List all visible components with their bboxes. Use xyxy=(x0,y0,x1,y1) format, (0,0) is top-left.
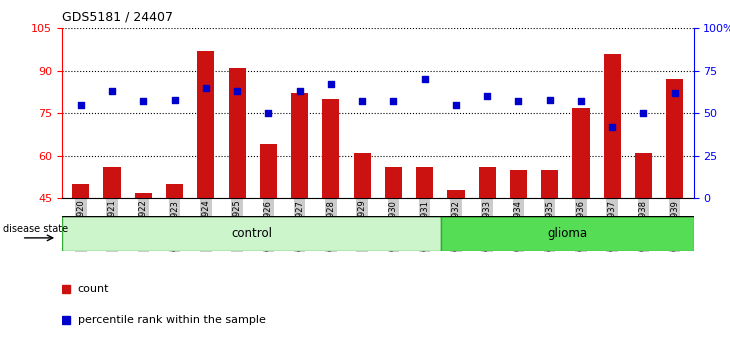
Bar xyxy=(635,153,652,198)
Point xyxy=(293,88,305,94)
Point xyxy=(263,110,274,116)
Text: GDS5181 / 24407: GDS5181 / 24407 xyxy=(62,11,173,24)
Point xyxy=(669,90,680,96)
Bar xyxy=(197,51,215,198)
Point xyxy=(419,76,431,82)
Point xyxy=(231,88,243,94)
Bar xyxy=(666,79,683,198)
Bar xyxy=(385,167,402,198)
Bar xyxy=(447,190,464,198)
Point xyxy=(607,124,618,130)
Point xyxy=(75,102,87,108)
Point xyxy=(450,102,462,108)
Bar xyxy=(291,93,308,198)
Point xyxy=(200,85,212,91)
Point xyxy=(575,98,587,104)
Text: count: count xyxy=(77,284,110,294)
Point xyxy=(637,110,649,116)
Bar xyxy=(441,216,694,251)
Bar xyxy=(541,170,558,198)
Point xyxy=(481,93,493,99)
Bar xyxy=(479,167,496,198)
Bar xyxy=(416,167,434,198)
Point xyxy=(137,98,149,104)
Bar xyxy=(322,99,339,198)
Bar xyxy=(62,216,441,251)
Bar xyxy=(353,153,371,198)
Point xyxy=(107,88,118,94)
Text: control: control xyxy=(231,227,272,240)
Bar xyxy=(135,193,152,198)
Bar xyxy=(72,184,89,198)
Point xyxy=(388,98,399,104)
Bar xyxy=(572,108,590,198)
Text: disease state: disease state xyxy=(3,224,68,234)
Bar xyxy=(166,184,183,198)
Point xyxy=(169,97,180,103)
Point xyxy=(356,98,368,104)
Text: percentile rank within the sample: percentile rank within the sample xyxy=(77,315,266,325)
Bar xyxy=(510,170,527,198)
Point xyxy=(512,98,524,104)
Bar xyxy=(604,54,620,198)
Point xyxy=(544,97,556,103)
Bar xyxy=(228,68,246,198)
Bar xyxy=(260,144,277,198)
Bar xyxy=(104,167,120,198)
Point xyxy=(325,81,337,87)
Text: glioma: glioma xyxy=(548,227,587,240)
